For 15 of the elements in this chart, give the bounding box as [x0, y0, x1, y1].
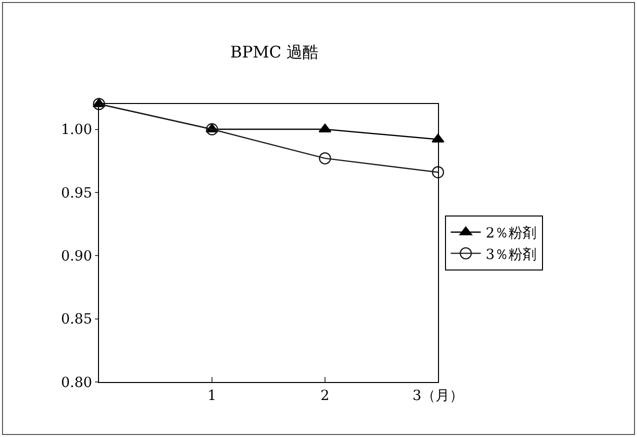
y-tick-label: 0.90 — [61, 248, 92, 265]
y-tick-label: 0.80 — [61, 374, 92, 391]
y-tick-label: 0.95 — [61, 185, 92, 202]
point — [432, 166, 444, 178]
point — [318, 152, 332, 164]
x-tick-label: 2 — [320, 388, 330, 404]
legend-label: 2％粉剤 — [486, 226, 537, 242]
point — [206, 123, 218, 136]
legend-label: 3％粉剤 — [486, 246, 537, 263]
y-tick-label: 0.85 — [61, 312, 92, 328]
point — [92, 98, 106, 110]
x-tick-label: 3（月） — [412, 388, 464, 404]
x-tick-label: 1 — [208, 388, 216, 404]
chart-title: BPMC 過酷 — [230, 42, 318, 62]
y-tick-label: 1.00 — [61, 122, 92, 138]
